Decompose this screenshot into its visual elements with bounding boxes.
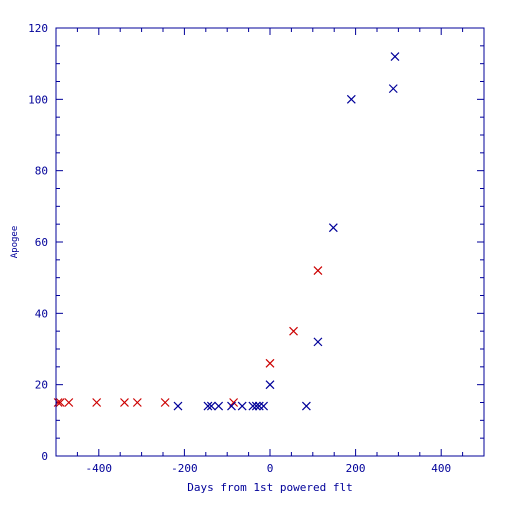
data-point [214, 401, 224, 411]
data-point [227, 401, 236, 411]
data-point [301, 401, 311, 411]
x-tick-label: 400 [431, 462, 451, 475]
data-point [53, 398, 63, 407]
x-axis-title: Days from 1st powered flt [187, 481, 353, 494]
data-point [388, 84, 398, 94]
data-point [237, 401, 247, 411]
data-point [265, 380, 275, 390]
data-point [313, 337, 323, 347]
y-tick-label: 100 [28, 93, 48, 106]
y-tick-label: 120 [28, 22, 48, 35]
data-point [328, 223, 338, 233]
y-tick-label: 0 [41, 450, 48, 463]
data-point [160, 398, 170, 407]
data-point [390, 52, 400, 61]
y-tick-label: 40 [35, 307, 48, 320]
data-point [251, 401, 261, 411]
data-point [55, 398, 65, 407]
x-tick-label: -200 [171, 462, 198, 475]
data-point [346, 94, 356, 104]
data-point [132, 398, 142, 407]
data-point [289, 326, 298, 336]
x-tick-label: 200 [346, 462, 366, 475]
data-point [313, 266, 323, 275]
y-tick-label: 60 [35, 236, 48, 249]
y-tick-label: 20 [35, 379, 48, 392]
data-point [120, 398, 129, 407]
data-point [265, 358, 275, 368]
data-point [206, 401, 216, 411]
x-tick-label: 0 [267, 462, 274, 475]
data-point [248, 401, 258, 411]
data-point [92, 398, 102, 407]
y-tick-label: 80 [35, 165, 48, 178]
y-axis-title: Apogee [10, 226, 20, 259]
data-point [173, 401, 183, 411]
x-tick-label: -400 [86, 462, 113, 475]
data-point [259, 401, 269, 411]
data-point [254, 401, 264, 411]
plot-frame [55, 27, 485, 457]
data-point [64, 398, 74, 407]
data-point [203, 401, 213, 411]
